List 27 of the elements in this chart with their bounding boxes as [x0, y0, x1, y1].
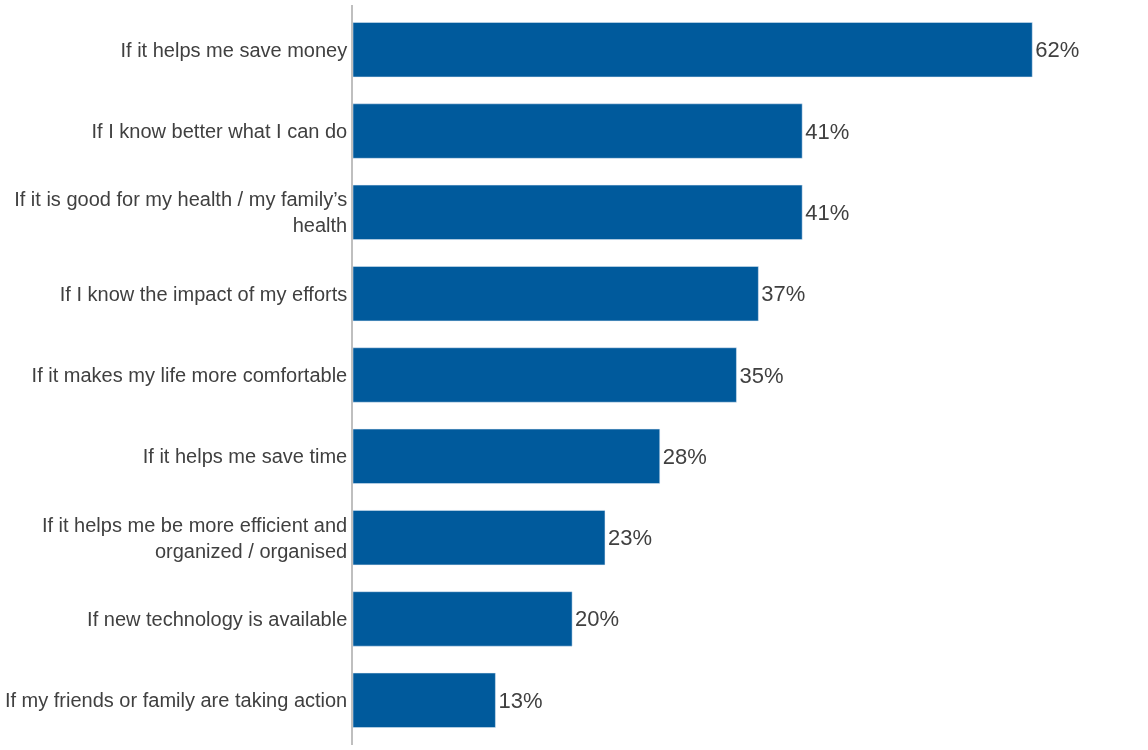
data-label: 13%: [498, 687, 543, 713]
y-tick-label: If I know the impact of my efforts: [59, 282, 348, 305]
data-label: 23%: [607, 525, 653, 551]
bar: [353, 591, 573, 647]
bar: [353, 428, 661, 484]
bar: [353, 672, 496, 728]
y-tick-label: If it makes my life more comfortable: [31, 364, 348, 386]
data-label: 62%: [1035, 37, 1080, 63]
bar: [353, 510, 606, 566]
y-tick-label: If it is good for my health / my family’s health: [14, 188, 348, 237]
y-tick-label: If my friends or family are taking action: [4, 689, 348, 712]
y-tick-label: If new technology is available: [87, 607, 348, 630]
data-label: 28%: [662, 443, 707, 469]
y-tick-label: If it helps me be more efficient and organized / organised: [41, 513, 348, 562]
data-label: 41%: [805, 199, 850, 225]
data-label: 37%: [761, 281, 806, 307]
bar: [353, 184, 803, 240]
data-label: 41%: [805, 118, 850, 144]
y-tick-label: If I know better what I can do: [91, 120, 348, 143]
bar: [353, 22, 1033, 78]
bar: [353, 103, 803, 159]
bar: [353, 266, 759, 322]
data-label: 35%: [739, 362, 784, 388]
y-tick-label: If it helps me save money: [120, 38, 348, 61]
y-tick-label: If it helps me save time: [142, 445, 348, 468]
data-label: 20%: [575, 606, 620, 632]
bar: [353, 347, 737, 403]
